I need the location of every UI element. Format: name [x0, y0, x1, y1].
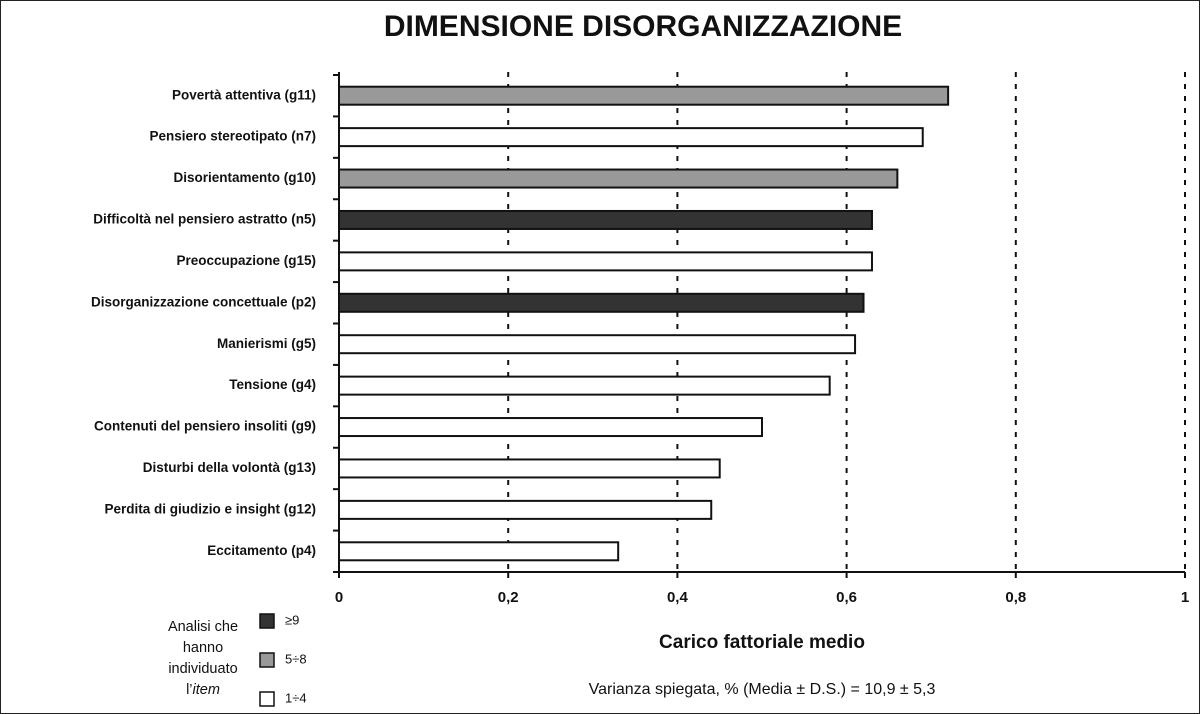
legend-swatch	[259, 691, 275, 707]
y-tick-label: Contenuti del pensiero insoliti (g9)	[94, 419, 316, 434]
legend-title: Analisi che	[168, 619, 238, 635]
y-tick-label: Perdita di giudizio e insight (g12)	[104, 501, 316, 516]
bar	[338, 499, 713, 520]
y-tick-label: Manierismi (g5)	[217, 336, 316, 351]
chart-title: DIMENSIONE DISORGANIZZAZIONE	[384, 10, 902, 43]
bar	[338, 85, 950, 106]
y-tick-label: Preoccupazione (g15)	[176, 253, 316, 268]
x-tick-label: 1	[1181, 589, 1189, 606]
bar	[338, 168, 899, 189]
y-tick-label: Disturbi della volontà (g13)	[143, 460, 316, 475]
y-tick-label: Difficoltà nel pensiero astratto (n5)	[93, 212, 316, 227]
y-tick-label: Pensiero stereotipato (n7)	[149, 129, 316, 144]
y-tick-label: Tensione (g4)	[229, 377, 316, 392]
y-tick-label: Disorganizzazione concettuale (p2)	[91, 294, 316, 309]
bar	[338, 127, 924, 148]
legend-title-prefix: l’	[186, 682, 192, 698]
bar	[338, 417, 763, 438]
legend-title: individuato	[168, 661, 237, 677]
bar	[338, 541, 620, 562]
bar	[338, 292, 865, 313]
note: Varianza spiegata, % (Media ± D.S.) = 10…	[589, 681, 936, 698]
legend-swatch	[259, 652, 275, 668]
x-tick-label: 0,4	[667, 589, 689, 606]
x-tick-label: 0,8	[1005, 589, 1026, 606]
legend-label: 5÷8	[285, 651, 307, 666]
legend-swatch	[259, 613, 275, 629]
legend-label: 1÷4	[285, 690, 307, 705]
y-tick-label: Disorientamento (g10)	[173, 170, 316, 185]
x-tick-label: 0,6	[836, 589, 857, 606]
legend-title-italic: item	[193, 682, 220, 698]
legend-title: l’item	[186, 682, 220, 698]
bar	[338, 251, 873, 272]
legend-title: hanno	[183, 640, 223, 656]
bar	[338, 334, 857, 355]
x-tick-label: 0	[335, 589, 343, 606]
bar	[338, 458, 721, 479]
bar	[338, 375, 831, 396]
y-tick-label: Povertà attentiva (g11)	[172, 87, 316, 102]
bar	[338, 209, 873, 230]
y-tick-label: Eccitamento (p4)	[207, 543, 316, 558]
x-tick-label: 0,2	[498, 589, 519, 606]
x-axis-label: Carico fattoriale medio	[659, 632, 865, 653]
legend-label: ≥9	[285, 612, 299, 627]
